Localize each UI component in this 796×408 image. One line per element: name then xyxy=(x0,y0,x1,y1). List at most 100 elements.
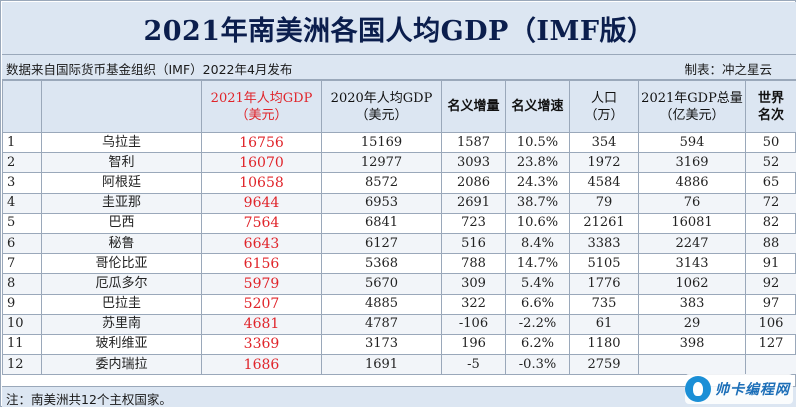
cell-country: 委内瑞拉 xyxy=(42,355,202,375)
cell-index: 10 xyxy=(3,314,42,334)
cell-index: 5 xyxy=(3,213,42,233)
header-total-gdp-line2: （亿美元） xyxy=(639,107,745,124)
cell-growth: 23.8% xyxy=(506,153,570,173)
cell-country: 玻利维亚 xyxy=(42,334,202,354)
cell-population: 79 xyxy=(570,193,639,213)
cell-total-gdp: 3169 xyxy=(639,153,746,173)
cell-rank: 97 xyxy=(746,294,796,314)
cell-country: 哥伦比亚 xyxy=(42,254,202,274)
cell-total-gdp xyxy=(639,355,746,375)
cell-total-gdp: 16081 xyxy=(639,213,746,233)
cell-population: 2759 xyxy=(570,355,639,375)
cell-population: 1776 xyxy=(570,274,639,294)
cell-gdp2020: 1691 xyxy=(322,355,442,375)
header-gdp2021-line2: （美元） xyxy=(202,107,321,124)
cell-population: 735 xyxy=(570,294,639,314)
header-gdp2020: 2020年人均GDP （美元） xyxy=(322,81,442,133)
cell-population: 1972 xyxy=(570,153,639,173)
header-rank: 世界 名次 xyxy=(746,81,796,133)
source-row: 数据来自国际货币基金组织（IMF）2022年4月发布 制表：冲之星云 xyxy=(2,55,796,80)
header-country xyxy=(42,81,202,133)
cell-gdp2021: 6643 xyxy=(202,233,322,253)
cell-country: 智利 xyxy=(42,153,202,173)
cell-increase: 2691 xyxy=(442,193,506,213)
cell-increase: 516 xyxy=(442,233,506,253)
cell-gdp2020: 6841 xyxy=(322,213,442,233)
cell-gdp2021: 5979 xyxy=(202,274,322,294)
cell-index: 6 xyxy=(3,233,42,253)
cell-increase: 309 xyxy=(442,274,506,294)
cell-gdp2020: 15169 xyxy=(322,133,442,153)
maker-text: 制表：冲之星云 xyxy=(684,59,772,78)
cell-total-gdp: 29 xyxy=(639,314,746,334)
cell-gdp2020: 6127 xyxy=(322,233,442,253)
cell-rank: 82 xyxy=(746,213,796,233)
cell-growth: 14.7% xyxy=(506,254,570,274)
watermark: 帅卡编程网 xyxy=(685,374,793,404)
cell-gdp2020: 4885 xyxy=(322,294,442,314)
cell-growth: -0.3% xyxy=(506,355,570,375)
cell-increase: 2086 xyxy=(442,173,506,193)
cell-index: 12 xyxy=(3,355,42,375)
header-rank-line2: 名次 xyxy=(746,107,796,124)
cell-population: 4584 xyxy=(570,173,639,193)
cell-rank: 91 xyxy=(746,254,796,274)
cell-gdp2021: 16756 xyxy=(202,133,322,153)
cell-gdp2021: 7564 xyxy=(202,213,322,233)
header-increase: 名义增量 xyxy=(442,81,506,133)
cell-index: 4 xyxy=(3,193,42,213)
cell-country: 乌拉圭 xyxy=(42,133,202,153)
cell-gdp2021: 16070 xyxy=(202,153,322,173)
cell-gdp2021: 4681 xyxy=(202,314,322,334)
cell-growth: 24.3% xyxy=(506,173,570,193)
cell-index: 2 xyxy=(3,153,42,173)
cell-growth: -2.2% xyxy=(506,314,570,334)
cell-country: 阿根廷 xyxy=(42,173,202,193)
cell-total-gdp: 383 xyxy=(639,294,746,314)
cell-country: 厄瓜多尔 xyxy=(42,274,202,294)
cell-gdp2020: 5670 xyxy=(322,274,442,294)
cell-growth: 10.5% xyxy=(506,133,570,153)
cell-growth: 38.7% xyxy=(506,193,570,213)
cell-gdp2020: 5368 xyxy=(322,254,442,274)
header-total-gdp: 2021年GDP总量 （亿美元） xyxy=(639,81,746,133)
cell-country: 巴西 xyxy=(42,213,202,233)
cell-population: 3383 xyxy=(570,233,639,253)
footnote: 注：南美洲共12个主权国家。 xyxy=(2,386,796,407)
cell-gdp2021: 10658 xyxy=(202,173,322,193)
header-growth: 名义增速 xyxy=(506,81,570,133)
watermark-text: 帅卡编程网 xyxy=(715,379,790,399)
cell-index: 11 xyxy=(3,334,42,354)
cell-total-gdp: 398 xyxy=(639,334,746,354)
cell-increase: -5 xyxy=(442,355,506,375)
cell-rank: 52 xyxy=(746,153,796,173)
header-population-line2: （万） xyxy=(570,107,638,124)
gdp-table: 2021年人均GDP （美元） 2020年人均GDP （美元） 名义增量 名义增… xyxy=(2,80,796,375)
cell-index: 3 xyxy=(3,173,42,193)
cell-rank: 127 xyxy=(746,334,796,354)
cell-population: 354 xyxy=(570,133,639,153)
cell-index: 7 xyxy=(3,254,42,274)
cell-rank: 106 xyxy=(746,314,796,334)
cell-gdp2020: 8572 xyxy=(322,173,442,193)
header-gdp2021: 2021年人均GDP （美元） xyxy=(202,81,322,133)
cell-growth: 10.6% xyxy=(506,213,570,233)
cell-gdp2021: 3369 xyxy=(202,334,322,354)
header-total-gdp-line1: 2021年GDP总量 xyxy=(639,90,745,107)
cell-index: 1 xyxy=(3,133,42,153)
cell-total-gdp: 1062 xyxy=(639,274,746,294)
cell-total-gdp: 76 xyxy=(639,193,746,213)
cell-gdp2020: 6953 xyxy=(322,193,442,213)
cell-gdp2020: 3173 xyxy=(322,334,442,354)
cell-increase: 322 xyxy=(442,294,506,314)
header-gdp2020-line2: （美元） xyxy=(322,107,441,124)
